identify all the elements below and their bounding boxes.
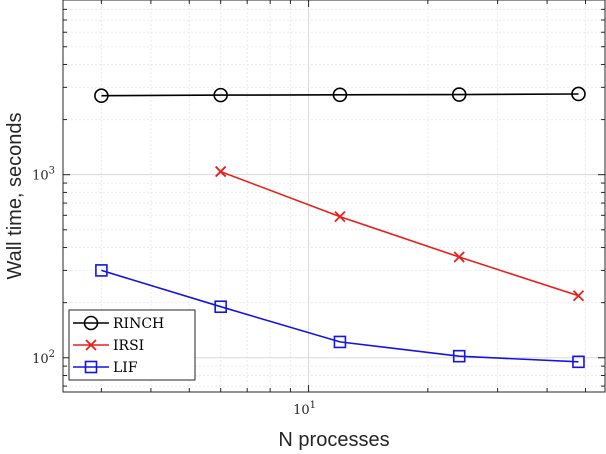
y-axis-label: Wall time, seconds [4, 112, 26, 279]
data-point-rinch [332, 87, 348, 103]
y-tick-label: 102 [32, 349, 55, 367]
data-point-rinch [213, 87, 228, 103]
legend-entry-rinch: RINCH [73, 315, 164, 332]
grid [63, 0, 605, 392]
data-point-lif [95, 264, 108, 277]
x-tick-label: 101 [293, 400, 316, 418]
legend-entry-irsi: IRSI [73, 338, 144, 354]
data-point-rinch [94, 88, 109, 104]
legend-label-lif: LIF [113, 360, 138, 376]
data-point-lif [452, 349, 466, 363]
data-point-lif [572, 355, 585, 369]
series-rinch [94, 86, 586, 104]
legend-marker-irsi [85, 339, 97, 351]
data-point-irsi [334, 210, 346, 223]
data-point-irsi [572, 290, 585, 302]
legend-marker-lif [84, 360, 98, 374]
series-layer [94, 86, 586, 369]
data-point-irsi [453, 251, 465, 263]
legend-label-rinch: RINCH [113, 316, 164, 332]
plot-frame [62, 0, 606, 393]
y-tick-label: 103 [32, 166, 55, 184]
data-point-lif [333, 335, 347, 349]
x-axis-label: N processes [278, 429, 389, 451]
data-point-irsi [215, 165, 227, 178]
data-point-rinch [571, 86, 586, 102]
series-line-rinch [101, 93, 579, 97]
data-point-rinch [451, 87, 467, 102]
series-line-irsi [220, 170, 579, 297]
series-irsi [215, 165, 585, 302]
legend-marker-rinch [83, 315, 99, 331]
legend: RINCH IRSI LIF [68, 309, 196, 381]
legend-entry-lif: LIF [73, 360, 138, 376]
series-line-lif [101, 269, 579, 363]
data-point-lif [214, 300, 227, 314]
series-lif [95, 264, 585, 369]
legend-label-irsi: IRSI [113, 338, 144, 354]
axis-ticks: 101 102 103 [32, 0, 605, 418]
